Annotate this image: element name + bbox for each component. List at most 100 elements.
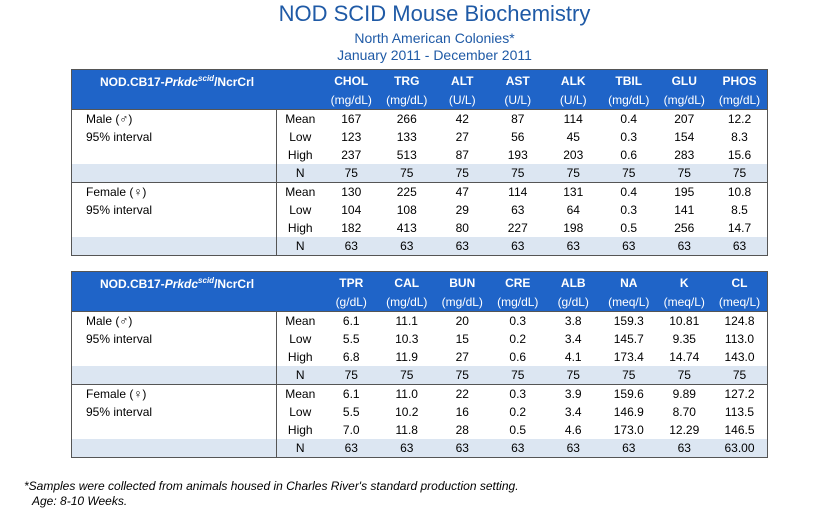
- table-row: 95% interval Low 104 108 29 63 64 0.3 141 8.5: [72, 201, 768, 219]
- column-header: CHOL: [323, 69, 379, 91]
- value-cell: 167: [323, 109, 379, 128]
- value-cell: 0.2: [509, 405, 527, 419]
- value-cell: 87: [455, 148, 469, 162]
- strain-gene: Prkdc: [164, 75, 199, 89]
- stat-label: High: [276, 421, 324, 439]
- group-label-blank: [72, 146, 277, 164]
- value-cell: 63: [323, 439, 379, 458]
- value-cell: 131: [545, 182, 601, 201]
- column-header: TPR: [323, 271, 379, 293]
- table-row: Male (♂) Mean 6.1 11.1 20 0.3 3.8 159.3 10.81 124…: [71, 311, 768, 330]
- value-cell: 20: [434, 311, 490, 330]
- value-cell: 64: [566, 203, 580, 217]
- strain-sup: scid: [198, 276, 215, 285]
- column-header: CAL: [379, 271, 435, 293]
- value-cell: 145.7: [613, 332, 644, 346]
- stat-label: Low: [276, 403, 324, 421]
- stat-label: N: [276, 164, 324, 183]
- value-cell: 11.8: [395, 423, 418, 437]
- value-cell: 225: [379, 182, 435, 201]
- value-cell: 159.6: [601, 384, 657, 403]
- column-header: ALB: [545, 271, 601, 293]
- biochemistry-table-1: NOD.CB17-Prkdcscid/NcrCrl CHOL TRG ALT AST AL…: [71, 69, 768, 256]
- value-cell: 75: [545, 366, 601, 385]
- value-cell: 63: [379, 439, 435, 458]
- table-row: High 6.8 11.9 27 0.6 4.1 173.4 14.74 143.0: [72, 348, 768, 366]
- subtitle: North American Colonies*: [354, 30, 515, 46]
- value-cell: 0.5: [509, 423, 527, 437]
- value-cell: 10.8: [712, 182, 768, 201]
- value-cell: 3.4: [564, 332, 582, 346]
- column-header: PHOS: [712, 69, 768, 91]
- value-cell: 63: [490, 237, 546, 256]
- column-header: NA: [601, 271, 657, 293]
- stat-label: Low: [276, 201, 324, 219]
- header-blank: [276, 69, 324, 91]
- value-cell: 146.9: [613, 405, 644, 419]
- value-cell: 14.74: [669, 350, 700, 364]
- value-cell: 12.29: [669, 423, 700, 437]
- value-cell: 0.3: [490, 384, 546, 403]
- value-cell: 15.6: [727, 148, 752, 162]
- value-cell: 8.3: [731, 130, 748, 144]
- value-cell: 193: [507, 148, 528, 162]
- column-header: CRE: [490, 271, 546, 293]
- column-unit: (U/L): [434, 91, 490, 110]
- value-cell: 0.3: [490, 311, 546, 330]
- value-cell: 113.0: [724, 332, 755, 346]
- value-cell: 63: [601, 439, 657, 458]
- date-range: January 2011 - December 2011: [337, 47, 532, 63]
- group-label-blank: [72, 421, 277, 439]
- value-cell: 75: [601, 366, 657, 385]
- stat-label: N: [276, 439, 324, 458]
- value-cell: 266: [379, 109, 435, 128]
- value-cell: 10.3: [395, 332, 419, 346]
- value-cell: 0.4: [601, 109, 657, 128]
- value-cell: 0.6: [509, 350, 527, 364]
- value-cell: 56: [511, 130, 525, 144]
- value-cell: 182: [341, 221, 362, 235]
- column-unit: (g/dL): [545, 293, 601, 312]
- strain-suffix: /NcrCrl: [214, 277, 255, 291]
- value-cell: 28: [455, 423, 469, 437]
- value-cell: 63: [656, 237, 712, 256]
- value-cell: 47: [434, 182, 490, 201]
- value-cell: 0.2: [509, 332, 527, 346]
- table-row: N 75 75 75 75 75 75 75 75: [71, 366, 768, 385]
- value-cell: 29: [455, 203, 469, 217]
- value-cell: 237: [341, 148, 362, 162]
- value-cell: 75: [323, 366, 379, 385]
- column-unit: (mg/dL): [379, 293, 435, 312]
- group-label-blank: [71, 164, 277, 183]
- value-cell: 227: [507, 221, 528, 235]
- value-cell: 7.0: [342, 423, 360, 437]
- value-cell: 27: [455, 350, 469, 364]
- units-row: (mg/dL) (mg/dL) (U/L) (U/L) (U/L) (mg/dL) (mg/…: [71, 91, 768, 110]
- group-label-blank: [71, 237, 277, 256]
- stat-label: High: [276, 348, 324, 366]
- value-cell: 75: [712, 164, 768, 183]
- value-cell: 63: [545, 439, 601, 458]
- strain-gene: Prkdc: [164, 277, 199, 291]
- table-row: N 75 75 75 75 75 75 75 75: [71, 164, 768, 183]
- value-cell: 22: [434, 384, 490, 403]
- column-unit: (mg/dL): [712, 91, 768, 110]
- value-cell: 10.2: [395, 405, 419, 419]
- value-cell: 11.9: [395, 350, 418, 364]
- table-row: N 63 63 63 63 63 63 63 63: [71, 237, 768, 256]
- column-header: ALT: [434, 69, 490, 91]
- group-label: Female (♀): [71, 182, 277, 201]
- units-blank: [71, 91, 277, 110]
- units-blank: [71, 293, 277, 312]
- column-unit: (U/L): [490, 91, 546, 110]
- table-row: High 182 413 80 227 198 0.5 256 14.7: [72, 219, 768, 237]
- value-cell: 75: [545, 164, 601, 183]
- value-cell: 75: [712, 366, 768, 385]
- value-cell: 63: [601, 237, 657, 256]
- header-blank: [276, 271, 324, 293]
- value-cell: 283: [674, 148, 695, 162]
- value-cell: 75: [656, 164, 712, 183]
- table-header-row: NOD.CB17-Prkdcscid/NcrCrl TPR CAL BUN CRE ALB…: [71, 271, 768, 293]
- group-label: Male (♂): [71, 109, 277, 128]
- value-cell: 0.4: [601, 182, 657, 201]
